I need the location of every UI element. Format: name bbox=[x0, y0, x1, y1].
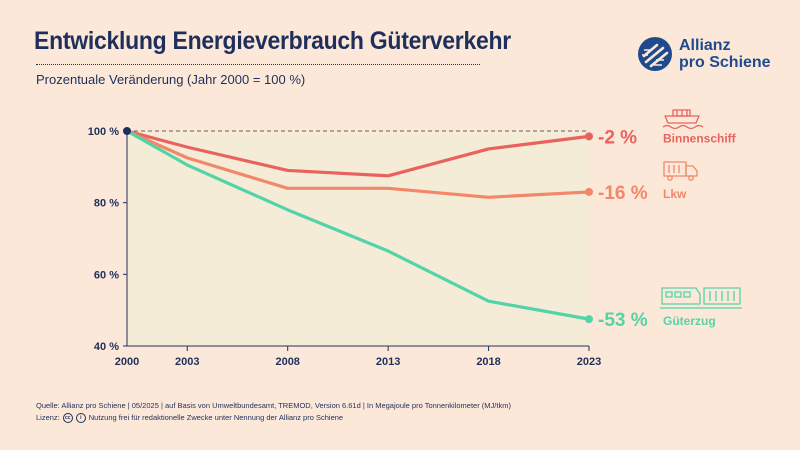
y-tick-label: 100 % bbox=[88, 126, 119, 138]
change-label-binnenschiff: -2 % bbox=[598, 127, 637, 148]
ship-icon bbox=[662, 109, 704, 130]
train-icon bbox=[660, 287, 742, 309]
logo-line-1: Allianz bbox=[679, 37, 731, 54]
cc-by-icon: i bbox=[75, 413, 86, 423]
series-name-binnenschiff: Binnenschiff bbox=[663, 131, 737, 145]
cc-icon: cc bbox=[62, 413, 73, 423]
x-tick-label: 2003 bbox=[175, 356, 199, 368]
x-tick-label: 2018 bbox=[476, 356, 500, 368]
license-label: Lizenz: bbox=[36, 413, 60, 422]
end-point-binnenschiff bbox=[585, 132, 593, 141]
series-name-gueterzug: Güterzug bbox=[663, 314, 716, 328]
page-title: Entwicklung Energieverbrauch Güterverkeh… bbox=[34, 27, 511, 55]
x-tick-label: 2023 bbox=[577, 356, 601, 368]
y-tick-label: 60 % bbox=[94, 269, 119, 281]
change-label-gueterzug: -53 % bbox=[598, 310, 648, 331]
end-point-lkw bbox=[585, 187, 593, 196]
y-tick-label: 80 % bbox=[94, 198, 119, 210]
logo-line-2: pro Schiene bbox=[679, 54, 771, 71]
x-tick-label: 2013 bbox=[376, 356, 400, 368]
x-tick-label: 2000 bbox=[115, 356, 139, 368]
change-label-lkw: -16 % bbox=[598, 183, 648, 204]
x-tick-label: 2008 bbox=[275, 356, 299, 368]
series-line-lkw bbox=[125, 129, 591, 199]
series-line-binnenschiff bbox=[125, 129, 591, 178]
license-text: Nutzung frei für redaktionelle Zwecke un… bbox=[88, 413, 344, 422]
chart-subtitle: Prozentuale Veränderung (Jahr 2000 = 100… bbox=[36, 72, 306, 87]
series-name-lkw: Lkw bbox=[663, 187, 687, 201]
series-line-gueterzug bbox=[125, 129, 591, 321]
truck-icon bbox=[663, 161, 698, 181]
chart-footer: Quelle: Allianz pro Schiene | 05/2025 | … bbox=[36, 400, 511, 424]
brand-logo[interactable]: Allianz pro Schiene bbox=[637, 36, 771, 72]
origin-point bbox=[123, 127, 131, 135]
title-divider bbox=[36, 64, 480, 65]
logo-icon bbox=[638, 37, 672, 71]
end-point-gueterzug bbox=[585, 315, 593, 324]
license-line: Lizenz: cc i Nutzung frei für redaktione… bbox=[36, 412, 511, 424]
y-tick-label: 40 % bbox=[94, 341, 119, 353]
source-note: Quelle: Allianz pro Schiene | 05/2025 | … bbox=[36, 401, 511, 410]
